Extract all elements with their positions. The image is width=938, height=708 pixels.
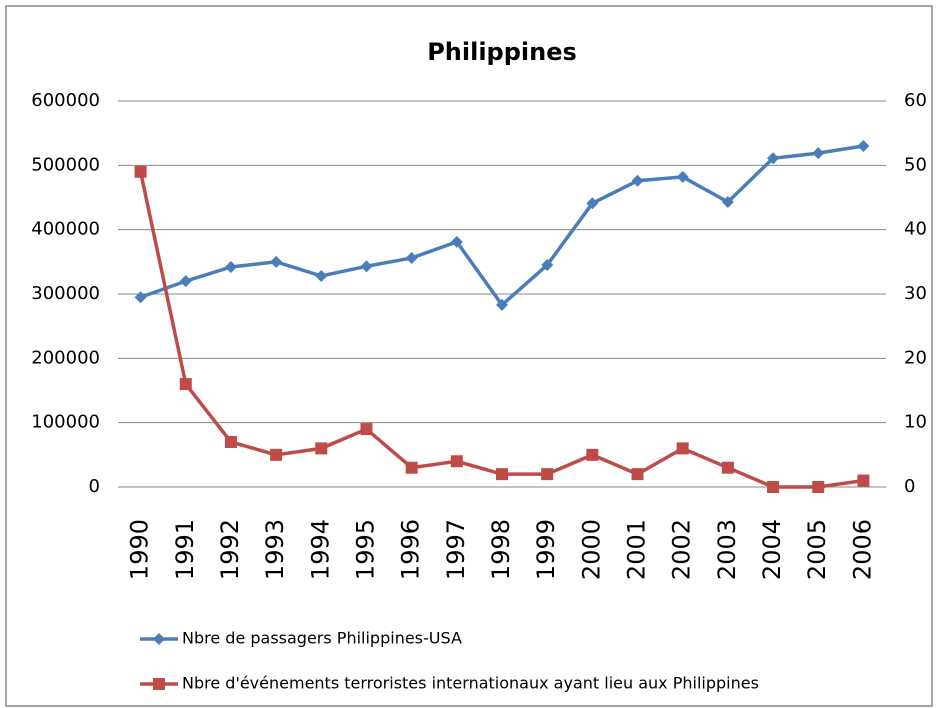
point (134, 165, 147, 178)
x-tick-label: 1998 (487, 519, 515, 580)
point (224, 260, 237, 273)
x-tick-label: 2002 (668, 519, 696, 580)
point (270, 255, 283, 268)
point (676, 442, 689, 455)
point (812, 481, 825, 493)
y2-tick-label: 40 (904, 219, 927, 240)
point (586, 197, 599, 210)
x-tick-label: 1999 (532, 519, 560, 580)
x-tick-label: 1996 (397, 519, 425, 580)
point (496, 298, 508, 311)
point (405, 251, 418, 264)
point (450, 455, 463, 468)
point (450, 235, 463, 248)
point (586, 448, 599, 461)
y-tick-label: 600000 (31, 90, 100, 111)
x-tick-label: 1990 (126, 519, 154, 580)
point (405, 461, 418, 474)
y-tick-label: 200000 (31, 347, 100, 368)
y-tick-label: 100000 (31, 412, 100, 433)
y2-tick-label: 30 (904, 283, 927, 304)
point (631, 468, 644, 481)
point (270, 448, 283, 461)
y2-tick-label: 10 (904, 412, 927, 433)
point (360, 260, 373, 273)
point (767, 152, 780, 165)
chart-title: Philippines (427, 38, 577, 66)
x-tick-label: 2006 (848, 519, 876, 580)
point (541, 259, 554, 272)
x-tick-label: 1997 (442, 519, 470, 580)
legend-label: Nbre de passagers Philippines-USA (182, 629, 462, 648)
x-tick-label: 2000 (577, 519, 605, 580)
y2-tick-label: 20 (904, 347, 927, 368)
y-tick-label: 0 (89, 476, 100, 497)
point (224, 435, 237, 448)
point (676, 170, 689, 183)
legend-label: Nbre d'événements terroristes internatio… (182, 674, 759, 693)
point (315, 442, 328, 455)
point (315, 269, 328, 282)
point (857, 474, 870, 487)
point (179, 378, 192, 391)
x-tick-label: 1994 (306, 519, 334, 580)
point (631, 174, 644, 187)
point (153, 633, 165, 645)
point (541, 468, 554, 481)
point (179, 275, 192, 288)
x-tick-label: 2003 (713, 519, 741, 580)
x-tick-label: 1991 (171, 519, 199, 580)
y2-tick-label: 50 (904, 154, 927, 175)
y2-tick-label: 0 (904, 476, 915, 497)
point (153, 678, 165, 690)
point (496, 468, 508, 481)
x-tick-label: 1993 (261, 519, 289, 580)
x-tick-label: 1995 (351, 519, 379, 580)
y-tick-label: 300000 (31, 283, 100, 304)
point (812, 147, 825, 160)
point (721, 196, 734, 209)
chart-border (5, 5, 933, 707)
point (721, 461, 734, 474)
point (360, 423, 373, 436)
point (767, 481, 780, 493)
y-tick-label: 400000 (31, 219, 100, 240)
y2-tick-label: 60 (904, 90, 927, 111)
y-tick-label: 500000 (31, 154, 100, 175)
x-tick-label: 2001 (623, 519, 651, 580)
x-tick-label: 2004 (758, 519, 786, 580)
point (134, 291, 147, 304)
x-tick-label: 1992 (216, 519, 244, 580)
point (857, 140, 870, 153)
x-tick-label: 2005 (803, 519, 831, 580)
